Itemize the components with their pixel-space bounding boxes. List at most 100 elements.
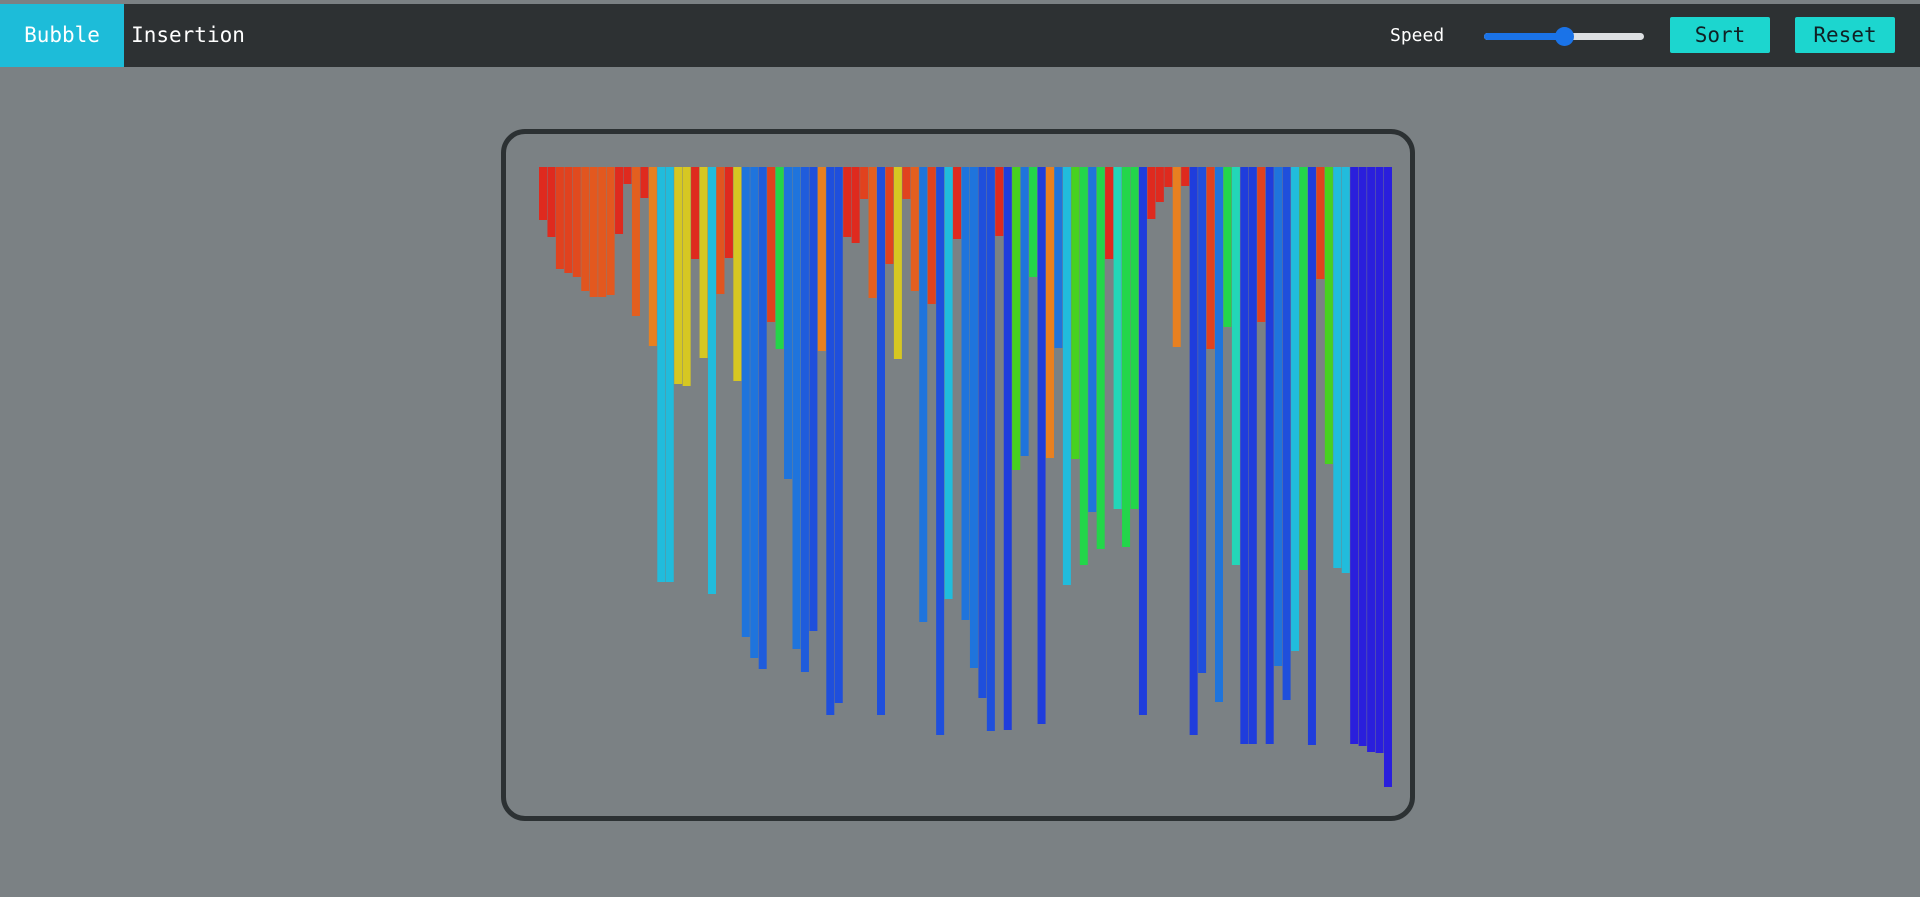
bar-56	[1012, 167, 1021, 470]
bar-65	[1088, 167, 1097, 512]
bar-98	[1367, 167, 1376, 752]
bar-68	[1113, 167, 1122, 509]
bar-99	[1375, 167, 1384, 753]
bar-86	[1265, 167, 1274, 744]
speed-slider-fill	[1484, 33, 1564, 40]
bar-4	[572, 167, 581, 277]
bar-12	[640, 167, 649, 198]
speed-slider-thumb[interactable]	[1555, 27, 1574, 46]
bar-50	[961, 167, 970, 620]
bar-79	[1206, 167, 1215, 349]
bar-7	[598, 167, 607, 297]
bar-17	[682, 167, 691, 386]
bar-97	[1358, 167, 1367, 746]
bar-16	[674, 167, 683, 384]
tab-bubble[interactable]: Bubble	[0, 4, 124, 67]
bar-27	[767, 167, 776, 322]
bar-15	[665, 167, 674, 582]
bar-37	[851, 167, 860, 243]
bar-95	[1341, 167, 1350, 573]
bar-71	[1138, 167, 1147, 715]
bar-82	[1231, 167, 1240, 565]
bar-60	[1046, 167, 1054, 458]
bar-14	[657, 167, 666, 582]
bar-48	[944, 167, 953, 599]
bar-61	[1054, 167, 1063, 348]
bar-63	[1071, 167, 1080, 459]
bar-73	[1155, 167, 1164, 202]
bar-85	[1257, 167, 1266, 322]
tab-insertion[interactable]: Insertion	[131, 23, 245, 47]
bar-89	[1291, 167, 1300, 651]
bar-3	[564, 167, 573, 273]
bar-46	[927, 167, 936, 304]
bar-11	[631, 167, 640, 316]
bar-66	[1096, 167, 1105, 549]
bar-67	[1105, 167, 1114, 259]
bar-94	[1333, 167, 1342, 568]
bar-88	[1282, 167, 1291, 700]
bar-75	[1172, 167, 1181, 347]
bar-80	[1215, 167, 1223, 702]
bar-5	[581, 167, 590, 291]
bar-49	[953, 167, 962, 239]
bar-21	[716, 167, 725, 294]
bar-72	[1147, 167, 1156, 219]
bar-47	[936, 167, 945, 735]
bar-74	[1164, 167, 1173, 187]
bar-35	[834, 167, 843, 703]
bar-36	[843, 167, 852, 237]
bar-22	[724, 167, 733, 258]
bar-39	[868, 167, 877, 298]
speed-slider[interactable]	[1484, 27, 1644, 46]
bar-53	[986, 167, 995, 731]
reset-button[interactable]: Reset	[1795, 17, 1895, 53]
bar-64	[1079, 167, 1088, 565]
bar-69	[1122, 167, 1131, 547]
bar-96	[1350, 167, 1359, 744]
bar-10	[623, 167, 632, 184]
bar-31	[800, 167, 809, 672]
bar-92	[1316, 167, 1325, 279]
bar-93	[1324, 167, 1333, 464]
bar-0	[539, 167, 547, 220]
bar-58	[1029, 167, 1038, 277]
bar-29	[784, 167, 793, 479]
bar-19	[699, 167, 708, 358]
bar-6	[589, 167, 598, 297]
bar-51	[969, 167, 978, 668]
bar-33	[817, 167, 826, 351]
bar-83	[1240, 167, 1249, 744]
speed-label: Speed	[1390, 25, 1445, 46]
bar-70	[1130, 167, 1139, 509]
bar-62	[1062, 167, 1071, 585]
bar-44	[910, 167, 919, 291]
bar-28	[775, 167, 784, 349]
toolbar: Bubble Insertion Speed Sort Reset	[0, 4, 1920, 67]
bar-41	[885, 167, 894, 264]
bar-77	[1189, 167, 1198, 735]
bar-9	[615, 167, 624, 234]
bar-30	[792, 167, 801, 649]
bar-2	[555, 167, 564, 269]
bar-84	[1248, 167, 1257, 744]
bar-59	[1037, 167, 1046, 724]
bar-23	[733, 167, 742, 381]
bar-1	[547, 167, 556, 237]
bar-76	[1181, 167, 1190, 186]
bar-18	[691, 167, 700, 259]
bar-78	[1198, 167, 1207, 673]
visualizer-frame	[501, 129, 1415, 821]
bar-57	[1020, 167, 1029, 456]
bar-24	[741, 167, 750, 637]
bar-52	[978, 167, 987, 698]
bar-34	[826, 167, 835, 715]
bar-54	[995, 167, 1004, 236]
bar-20	[708, 167, 716, 594]
sort-button[interactable]: Sort	[1670, 17, 1770, 53]
bar-32	[809, 167, 818, 631]
bar-91	[1307, 167, 1316, 745]
bar-13	[648, 167, 657, 346]
bar-43	[902, 167, 911, 199]
